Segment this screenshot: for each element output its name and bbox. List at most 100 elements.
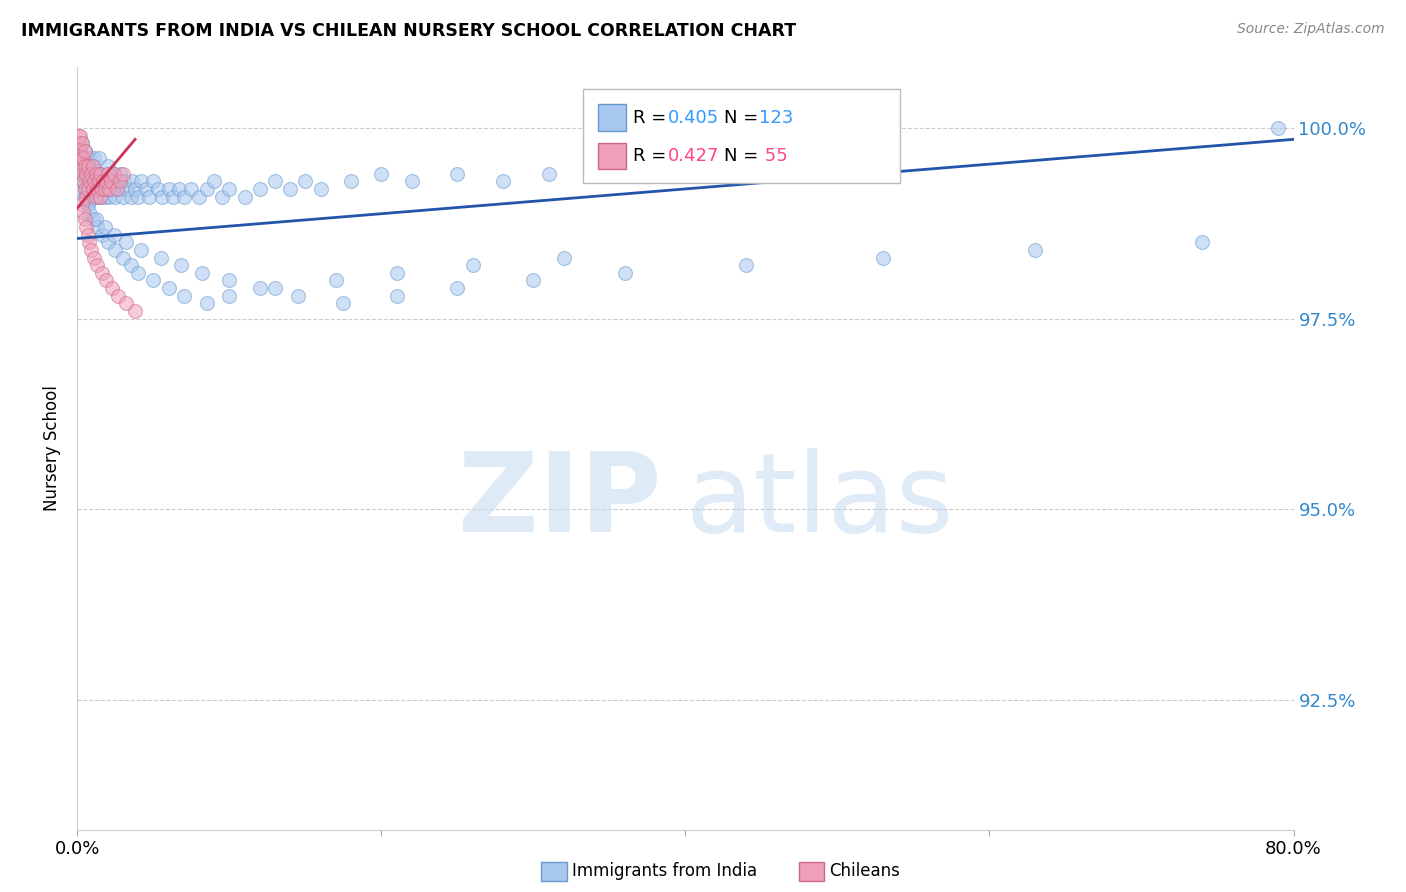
Point: [79, 152, 101, 166]
Text: ZIP: ZIP: [458, 448, 661, 555]
Point: [195, 296, 218, 310]
Point: [218, 288, 240, 302]
Point: [72, 174, 94, 188]
Point: [83, 152, 105, 166]
Point: [86, 182, 108, 196]
Point: [115, 235, 138, 250]
Point: [264, 174, 287, 188]
Point: [180, 182, 202, 196]
Text: 55: 55: [759, 147, 787, 165]
Point: [385, 288, 408, 302]
Point: [107, 182, 129, 196]
Point: [70, 182, 93, 196]
Point: [96, 174, 118, 188]
Point: [294, 174, 316, 188]
Point: [93, 220, 115, 235]
Point: [80, 243, 103, 257]
Point: [142, 273, 165, 287]
Point: [105, 174, 128, 188]
Point: [77, 197, 100, 211]
Point: [80, 167, 103, 181]
Point: [96, 273, 118, 287]
Point: [278, 182, 301, 196]
Point: [120, 258, 142, 272]
Point: [461, 258, 484, 272]
Text: atlas: atlas: [686, 448, 953, 555]
Point: [90, 266, 112, 280]
Point: [114, 174, 136, 188]
Text: Source: ZipAtlas.com: Source: ZipAtlas.com: [1237, 22, 1385, 37]
Point: [103, 167, 125, 181]
Point: [75, 182, 97, 196]
Point: [121, 174, 143, 188]
Point: [104, 243, 127, 257]
Point: [84, 167, 107, 181]
Point: [583, 159, 606, 173]
Point: [90, 182, 112, 196]
Point: [97, 167, 120, 181]
Point: [89, 167, 111, 181]
Point: [84, 212, 107, 227]
Point: [67, 152, 90, 166]
Point: [97, 182, 120, 196]
Point: [211, 189, 233, 203]
Point: [115, 296, 138, 310]
Point: [98, 182, 121, 196]
Point: [628, 167, 651, 181]
Point: [69, 144, 91, 158]
Point: [332, 296, 354, 310]
Point: [124, 182, 146, 196]
Point: [100, 174, 122, 188]
Y-axis label: Nursery School: Nursery School: [44, 385, 62, 511]
Point: [75, 189, 97, 203]
Point: [108, 167, 131, 181]
Point: [93, 189, 115, 203]
Text: Chileans: Chileans: [830, 863, 900, 880]
Point: [73, 144, 96, 158]
Text: N =: N =: [724, 147, 763, 165]
Point: [80, 189, 103, 203]
Point: [89, 189, 111, 203]
Point: [79, 174, 101, 188]
Point: [70, 152, 93, 166]
Point: [249, 182, 271, 196]
Point: [135, 182, 157, 196]
Point: [103, 227, 125, 242]
Text: R =: R =: [633, 147, 672, 165]
Point: [138, 189, 160, 203]
Point: [108, 174, 131, 188]
Point: [70, 136, 93, 150]
Point: [446, 281, 468, 295]
Point: [1267, 120, 1289, 135]
Point: [173, 288, 195, 302]
Point: [264, 281, 287, 295]
Point: [70, 159, 93, 173]
Point: [492, 174, 515, 188]
Point: [91, 174, 114, 188]
Point: [152, 189, 174, 203]
Point: [97, 159, 120, 173]
Text: 0.427: 0.427: [668, 147, 720, 165]
Point: [167, 182, 190, 196]
Point: [82, 212, 104, 227]
Point: [218, 273, 240, 287]
Point: [120, 189, 142, 203]
Point: [69, 128, 91, 143]
Point: [70, 197, 93, 211]
Text: 123: 123: [759, 109, 793, 127]
Point: [97, 235, 120, 250]
Point: [82, 182, 104, 196]
Text: IMMIGRANTS FROM INDIA VS CHILEAN NURSERY SCHOOL CORRELATION CHART: IMMIGRANTS FROM INDIA VS CHILEAN NURSERY…: [21, 22, 796, 40]
Point: [96, 167, 118, 181]
Point: [195, 182, 218, 196]
Point: [111, 167, 134, 181]
Point: [553, 251, 575, 265]
Point: [87, 174, 110, 188]
Point: [117, 182, 139, 196]
Point: [73, 167, 96, 181]
Point: [69, 144, 91, 158]
Point: [104, 189, 127, 203]
Point: [1191, 235, 1213, 250]
Point: [72, 174, 94, 188]
Point: [111, 189, 134, 203]
